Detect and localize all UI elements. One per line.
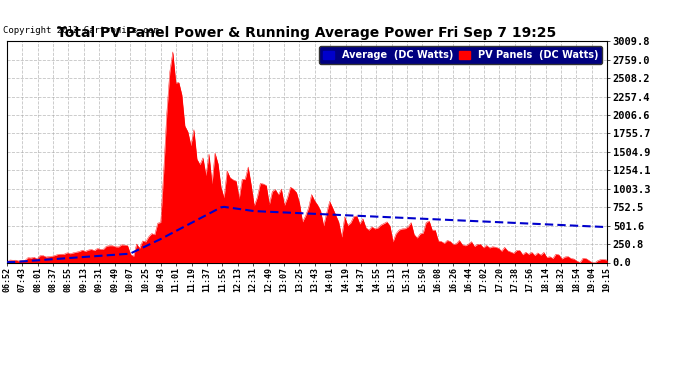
Title: Total PV Panel Power & Running Average Power Fri Sep 7 19:25: Total PV Panel Power & Running Average P…	[57, 26, 557, 40]
Legend: Average  (DC Watts), PV Panels  (DC Watts): Average (DC Watts), PV Panels (DC Watts)	[319, 46, 602, 64]
Text: Copyright 2012 Cartronics.com: Copyright 2012 Cartronics.com	[3, 26, 159, 35]
